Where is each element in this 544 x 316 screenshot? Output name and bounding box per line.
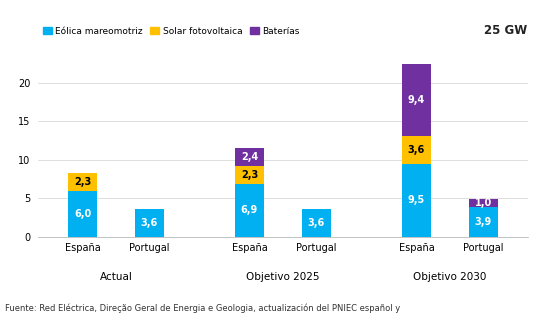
Text: 6,9: 6,9 — [241, 205, 258, 216]
Bar — [302, 209, 331, 237]
Text: 3,6: 3,6 — [408, 145, 425, 155]
Text: 9,4: 9,4 — [408, 95, 425, 105]
Legend: Eólica mareomotriz, Solar fotovoltaica, Baterías: Eólica mareomotriz, Solar fotovoltaica, … — [42, 27, 300, 36]
Bar — [402, 164, 431, 237]
Text: 1,0: 1,0 — [474, 198, 492, 208]
Bar — [235, 148, 264, 166]
Bar — [469, 199, 498, 207]
Bar — [68, 191, 97, 237]
Text: 3,9: 3,9 — [474, 217, 492, 227]
Text: Actual: Actual — [100, 272, 132, 282]
Text: 2,3: 2,3 — [241, 170, 258, 180]
Text: 25 GW: 25 GW — [484, 23, 528, 37]
Text: 6,0: 6,0 — [74, 209, 91, 219]
Text: Objetivo 2025: Objetivo 2025 — [246, 272, 320, 282]
Bar — [235, 166, 264, 184]
Bar — [68, 173, 97, 191]
Text: 2,4: 2,4 — [241, 152, 258, 162]
Bar — [469, 207, 498, 237]
Text: 9,5: 9,5 — [408, 195, 425, 205]
Text: 3,6: 3,6 — [141, 218, 158, 228]
Text: Fuente: Red Eléctrica, Direção Geral de Energia e Geologia, actualización del PN: Fuente: Red Eléctrica, Direção Geral de … — [5, 303, 401, 313]
Bar — [235, 184, 264, 237]
Text: Objetivo 2030: Objetivo 2030 — [413, 272, 486, 282]
Bar — [402, 136, 431, 164]
Text: 2,3: 2,3 — [74, 177, 91, 187]
Bar — [402, 64, 431, 136]
Bar — [135, 209, 164, 237]
Text: 3,6: 3,6 — [308, 218, 325, 228]
